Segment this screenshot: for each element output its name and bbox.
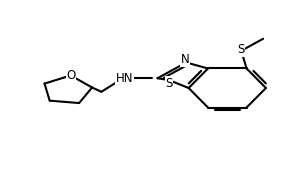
Text: HN: HN <box>116 72 134 85</box>
Text: S: S <box>165 77 172 90</box>
Text: O: O <box>66 69 75 82</box>
Text: N: N <box>180 53 189 66</box>
Text: S: S <box>237 43 244 56</box>
